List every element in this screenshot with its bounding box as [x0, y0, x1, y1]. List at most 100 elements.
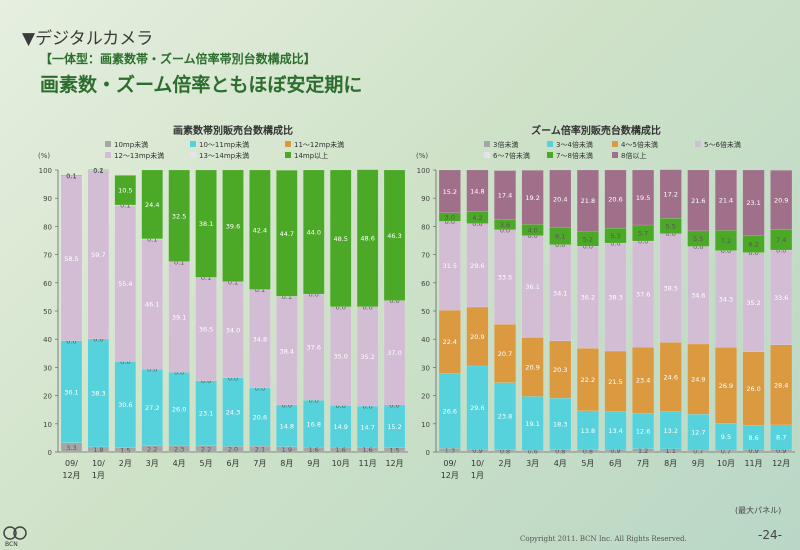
- data-label: 2.3: [174, 445, 184, 453]
- category-label: 12月: [62, 471, 80, 480]
- data-label: 29.6: [470, 262, 484, 270]
- data-label: 0.0: [472, 220, 482, 228]
- y-tick-label: 0: [48, 449, 52, 457]
- legend-label: 6～7倍未満: [493, 151, 530, 160]
- bar-segment: [356, 169, 379, 307]
- data-label: 37.6: [636, 291, 650, 299]
- section-title: ▼デジタルカメラ: [22, 29, 154, 49]
- data-label: 0.8: [500, 447, 510, 455]
- data-label: 2.1: [255, 446, 265, 454]
- bar-segment: [195, 169, 217, 278]
- y-tick-label: 100: [39, 167, 52, 175]
- data-label: 0.1: [147, 235, 157, 243]
- bar-segment: [687, 414, 710, 451]
- data-label: 37.6: [307, 344, 321, 352]
- data-label: 1.1: [666, 447, 676, 455]
- legend-label: 12～13mp未満: [114, 151, 164, 160]
- legend-swatch: [547, 152, 553, 158]
- data-label: 0.1: [255, 286, 265, 294]
- data-label: 20.9: [470, 333, 484, 341]
- data-label: 0.0: [445, 218, 455, 226]
- legend-swatch: [484, 152, 490, 158]
- data-label: 16.8: [307, 420, 321, 428]
- data-label: 34.3: [719, 296, 733, 304]
- data-label: 7.2: [721, 237, 731, 245]
- data-label: 26.6: [443, 407, 457, 415]
- y-tick-label: 60: [43, 280, 52, 288]
- y-tick-label: 70: [43, 252, 52, 260]
- category-label: 11月: [359, 459, 377, 468]
- data-label: 0.0: [282, 401, 292, 409]
- bcn-logo-icon: [3, 526, 27, 540]
- data-label: 1.3: [445, 447, 455, 455]
- bar-segment: [549, 169, 572, 228]
- data-label: 36.5: [199, 326, 213, 334]
- data-label: 35.2: [746, 299, 760, 307]
- chart-title: ズーム倍率別販売台数構成比: [531, 124, 661, 137]
- data-label: 24.6: [663, 373, 677, 381]
- category-label: 5月: [200, 459, 213, 468]
- legend-swatch: [612, 152, 618, 158]
- page-number: -24-: [758, 528, 782, 542]
- data-label: 19.1: [525, 420, 539, 428]
- data-label: 14.8: [470, 187, 484, 195]
- data-label: 0.0: [638, 238, 648, 246]
- data-label: 28.4: [774, 381, 788, 389]
- data-label: 26.9: [719, 382, 733, 390]
- data-label: 0.1: [282, 293, 292, 301]
- slide-headline: 画素数・ズーム倍率ともほぼ安定期に: [40, 74, 363, 96]
- data-label: 26.0: [172, 405, 186, 413]
- data-label: 2.0: [228, 446, 238, 454]
- data-label: 0.0: [228, 374, 238, 382]
- y-tick-label: 50: [43, 308, 52, 316]
- data-label: 3.6: [500, 221, 510, 229]
- category-label: 11月: [744, 459, 762, 468]
- data-label: 1.6: [309, 446, 319, 454]
- data-label: 0.0: [776, 247, 786, 255]
- data-label: 1.5: [120, 446, 130, 454]
- data-label: 20.9: [774, 196, 788, 204]
- data-label: 23.1: [199, 410, 213, 418]
- category-label: 1月: [471, 471, 484, 480]
- data-label: 31.5: [443, 262, 457, 270]
- panel-note: (最大パネル): [735, 506, 782, 515]
- data-label: 15.2: [443, 188, 457, 196]
- data-label: 0.1: [228, 278, 238, 286]
- category-label: 2月: [498, 459, 511, 468]
- data-label: 0.1: [66, 172, 76, 180]
- y-axis-label: (%): [416, 152, 428, 160]
- legend-swatch: [547, 141, 553, 147]
- data-label: 29.6: [470, 404, 484, 412]
- data-label: 0.2: [93, 167, 103, 175]
- data-label: 38.5: [663, 285, 677, 293]
- bar-segment: [576, 169, 599, 232]
- data-label: 0.0: [309, 291, 319, 299]
- data-label: 34.1: [553, 289, 567, 297]
- legend-label: 10mp未満: [114, 140, 148, 149]
- bar-segment: [303, 169, 325, 295]
- data-label: 20.6: [608, 196, 622, 204]
- legend-label: 5～6倍未満: [704, 140, 741, 149]
- y-tick-label: 50: [421, 308, 430, 316]
- data-label: 33.5: [498, 274, 512, 282]
- bar-segment: [168, 169, 190, 262]
- data-label: 0.8: [583, 447, 593, 455]
- data-label: 0.0: [147, 366, 157, 374]
- legend-swatch: [190, 152, 196, 158]
- y-tick-label: 30: [421, 364, 430, 372]
- data-label: 0.0: [336, 402, 346, 410]
- legend-swatch: [105, 141, 111, 147]
- data-label: 59.7: [91, 251, 105, 259]
- data-label: 0.9: [472, 447, 482, 455]
- data-label: 39.6: [226, 222, 240, 230]
- copyright-text: Copyright 2011. BCN Inc. All Rights Rese…: [520, 535, 687, 543]
- data-label: 12.7: [691, 429, 705, 437]
- data-label: 38.4: [280, 347, 294, 355]
- data-label: 55.4: [118, 280, 132, 288]
- data-label: 38.3: [608, 294, 622, 302]
- bar-segment: [770, 170, 793, 230]
- legend-label: 3倍未満: [493, 140, 518, 149]
- category-label: 8月: [280, 459, 293, 468]
- data-label: 1.6: [362, 446, 372, 454]
- data-label: 23.1: [746, 199, 760, 207]
